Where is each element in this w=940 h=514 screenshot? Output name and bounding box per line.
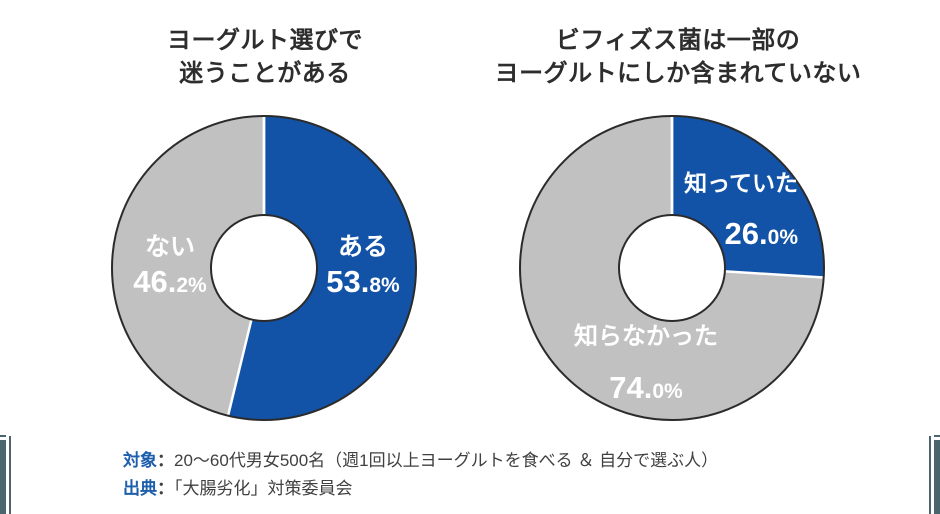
donut-chart-right-svg xyxy=(519,115,825,421)
donut-hole xyxy=(618,214,726,322)
slice-value-sub: 8% xyxy=(369,273,400,297)
slice-label-shitteita: 知っていた 26.0% xyxy=(684,170,798,251)
chart-title-right-line2: ヨーグルトにしか含まれていない xyxy=(494,60,862,87)
slice-name: ない xyxy=(144,233,195,261)
slice-name: ある xyxy=(337,233,388,261)
chart-title-left-line2: 迷うことがある xyxy=(179,60,351,87)
slice-value-main: 53. xyxy=(326,263,370,299)
note-separator: ： xyxy=(157,479,174,498)
corner-cap-left xyxy=(0,435,6,437)
chart-title-right-line1: ビフィズス菌は一部の xyxy=(555,27,801,54)
slice-name: 知っていた xyxy=(684,170,798,196)
donut-slice xyxy=(111,116,264,416)
slice-label-aru: ある 53.8% xyxy=(288,233,438,299)
donut-rim xyxy=(519,115,825,421)
slice-value-main: 26. xyxy=(724,215,768,251)
slice-value-sub: 0% xyxy=(767,225,798,249)
slice-label-nai: ない 46.2% xyxy=(95,233,245,299)
donut-hole xyxy=(210,214,318,322)
note-source-text: 「大腸劣化」対策委員会 xyxy=(174,479,353,498)
donut-chart-left: ある 53.8% ない 46.2% xyxy=(108,112,420,424)
corner-line-right xyxy=(929,436,931,514)
note-separator: ： xyxy=(157,451,174,470)
corner-bar-right xyxy=(934,440,940,514)
slice-value-main: 46. xyxy=(133,263,177,299)
note-source: 出典：「大腸劣化」対策委員会 xyxy=(123,475,718,503)
slice-value-main: 74. xyxy=(609,369,653,405)
chart-title-left-line1: ヨーグルト選びで xyxy=(167,27,363,54)
note-source-label: 出典 xyxy=(123,479,157,498)
chart-title-left: ヨーグルト選びで 迷うことがある xyxy=(65,24,465,90)
donut-chart-right: 知っていた 26.0% 知らなかった 74.0% xyxy=(516,112,828,424)
corner-bar-left xyxy=(0,440,6,514)
footer-notes: 対象：20〜60代男女500名（週1回以上ヨーグルトを食べる ＆ 自分で選ぶ人）… xyxy=(123,447,718,503)
corner-cap-right xyxy=(934,435,940,437)
note-target-label: 対象 xyxy=(123,451,157,470)
slice-label-shiranakatta: 知らなかった 74.0% xyxy=(536,323,756,406)
corner-line-left xyxy=(9,436,11,514)
slice-value-sub: 0% xyxy=(652,379,683,403)
donut-rim xyxy=(111,115,417,421)
note-target: 対象：20〜60代男女500名（週1回以上ヨーグルトを食べる ＆ 自分で選ぶ人） xyxy=(123,447,718,475)
note-target-text: 20〜60代男女500名（週1回以上ヨーグルトを食べる ＆ 自分で選ぶ人） xyxy=(174,451,719,470)
donut-chart-left-svg xyxy=(111,115,417,421)
slice-name: 知らなかった xyxy=(574,323,718,350)
chart-title-right: ビフィズス菌は一部の ヨーグルトにしか含まれていない xyxy=(478,24,878,90)
slice-value-sub: 2% xyxy=(176,273,207,297)
donut-slice xyxy=(228,116,416,420)
